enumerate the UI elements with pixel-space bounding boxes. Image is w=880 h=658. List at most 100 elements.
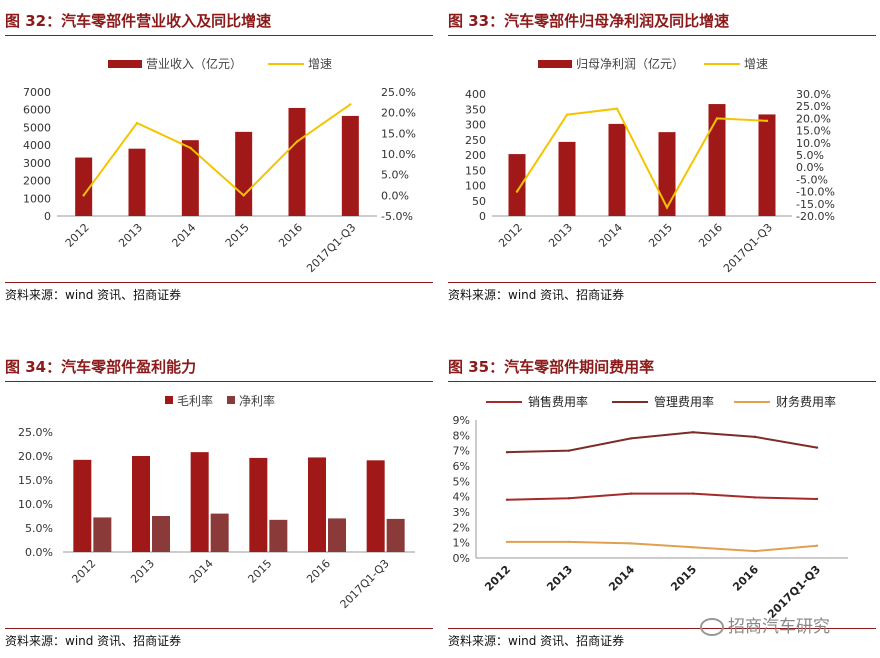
x-tick-label: 2013 xyxy=(546,221,575,250)
series-point xyxy=(815,446,819,449)
bar-net-margin xyxy=(152,516,170,552)
x-tick-label: 2015 xyxy=(668,563,699,594)
title-rule xyxy=(448,381,876,382)
series-point xyxy=(691,546,695,549)
bar xyxy=(658,132,676,216)
y-tick-label: 3000 xyxy=(23,157,51,170)
x-tick-label: 2012 xyxy=(496,221,525,250)
growth-point xyxy=(349,103,352,106)
bar xyxy=(235,131,253,216)
x-tick-label: 2012 xyxy=(69,557,98,586)
chart-title: 图 34：汽车零部件盈利能力 xyxy=(5,358,197,376)
y-tick-label: 3% xyxy=(453,506,470,519)
legend-label: 归母净利润（亿元） xyxy=(576,56,684,71)
series-point xyxy=(753,496,757,499)
x-tick-label: 2014 xyxy=(169,221,198,250)
x-tick-label: 2014 xyxy=(596,221,625,250)
growth-point xyxy=(565,113,569,116)
bar xyxy=(288,107,306,216)
y2-tick-label: -5.0% xyxy=(796,173,828,186)
bar xyxy=(558,141,576,216)
x-tick-label: 2015 xyxy=(646,221,675,250)
bar-net-margin xyxy=(210,513,229,552)
bar-gross-margin xyxy=(73,459,92,552)
y-tick-label: 5% xyxy=(453,475,470,488)
source-note: 资料来源：wind 资讯、招商证券 xyxy=(5,634,182,648)
chart-title: 图 32：汽车零部件营业收入及同比增速 xyxy=(5,12,272,30)
y-tick-label: 100 xyxy=(465,180,486,193)
title-rule xyxy=(5,35,433,36)
y-tick-label: 200 xyxy=(465,149,486,162)
series-line xyxy=(506,431,818,454)
y-tick-label: 5.0% xyxy=(25,522,53,535)
growth-point xyxy=(242,194,245,197)
bar-gross-margin xyxy=(308,457,326,552)
bar xyxy=(341,115,359,216)
series-point xyxy=(505,451,509,454)
y2-tick-label: 25.0% xyxy=(381,86,416,99)
bar-gross-margin xyxy=(366,460,385,552)
series-point xyxy=(691,492,695,495)
x-tick-label: 2015 xyxy=(245,557,274,586)
series-point xyxy=(567,497,571,500)
growth-point xyxy=(765,119,769,123)
legend-swatch-bar xyxy=(108,60,142,68)
y-tick-label: 20.0% xyxy=(18,450,53,463)
title-rule xyxy=(448,35,876,36)
chart-title: 图 33：汽车零部件归母净利润及同比增速 xyxy=(448,12,730,30)
x-tick-label: 2014 xyxy=(187,557,216,586)
panel-revenue: 图 32：汽车零部件营业收入及同比增速 营业收入（亿元） 增速 0 1000 2000 3… xyxy=(5,8,433,308)
series-point xyxy=(567,540,571,544)
y-tick-label: 2% xyxy=(453,521,470,534)
growth-point xyxy=(715,117,719,120)
y2-tick-label: -15.0% xyxy=(796,198,835,211)
growth-point xyxy=(135,121,139,125)
source-note: 资料来源：wind 资讯、招商证券 xyxy=(5,288,182,302)
wechat-icon xyxy=(700,618,724,636)
bar-net-margin xyxy=(328,518,346,552)
y-tick-label: 6% xyxy=(453,460,470,473)
y-tick-label: 4% xyxy=(453,491,470,504)
legend-swatch xyxy=(227,396,235,404)
legend-label: 增速 xyxy=(308,57,332,71)
y2-tick-label: 10.0% xyxy=(381,148,416,161)
y2-tick-label: -20.0% xyxy=(796,210,835,223)
series-point xyxy=(629,542,633,545)
growth-point xyxy=(82,194,85,197)
series-point xyxy=(691,431,695,434)
x-tick-label: 2016 xyxy=(304,557,333,586)
bar-gross-margin xyxy=(249,457,268,552)
profitability-chart: 毛利率 净利率 0.0% 5.0% 10.0% 15.0% 20.0% 25.0% 2012 20… xyxy=(18,393,415,611)
y2-tick-label: -5.0% xyxy=(381,210,413,223)
watermark: 招商汽车研究 xyxy=(700,612,830,637)
x-tick-label: 2012 xyxy=(482,563,513,594)
y2-tick-label: 5.0% xyxy=(796,149,824,162)
panel-net-profit: 图 33：汽车零部件归母净利润及同比增速 归母净利润（亿元） 增速 0 50 100 15… xyxy=(448,8,876,308)
legend-label: 毛利率 xyxy=(177,393,213,408)
y-tick-label: 7000 xyxy=(23,86,51,99)
growth-point xyxy=(189,146,192,149)
y2-tick-label: 30.0% xyxy=(796,88,831,101)
y-tick-label: 250 xyxy=(465,134,486,147)
legend-swatch-bar xyxy=(538,60,572,68)
bar xyxy=(75,157,93,216)
y-tick-label: 5000 xyxy=(23,121,51,134)
y-tick-label: 2000 xyxy=(23,175,51,188)
y2-tick-label: 0.0% xyxy=(381,189,409,202)
source-rule xyxy=(448,628,876,629)
y-tick-label: 15.0% xyxy=(18,474,53,487)
bar xyxy=(708,104,726,216)
y2-tick-label: -10.0% xyxy=(796,186,835,199)
source-rule xyxy=(5,628,433,629)
source-note: 资料来源：wind 资讯、招商证券 xyxy=(448,288,625,302)
legend-label: 净利率 xyxy=(239,393,275,408)
bar-net-margin xyxy=(269,519,288,552)
x-tick-label: 2013 xyxy=(128,557,157,586)
bar-net-margin xyxy=(93,517,112,552)
y-tick-label: 0.0% xyxy=(25,546,53,559)
x-tick-label: 2013 xyxy=(544,563,575,594)
x-tick-label: 2013 xyxy=(116,221,145,250)
bar-gross-margin xyxy=(190,452,209,552)
x-tick-label: 2017Q1-Q3 xyxy=(304,221,358,275)
source-rule xyxy=(448,282,876,283)
